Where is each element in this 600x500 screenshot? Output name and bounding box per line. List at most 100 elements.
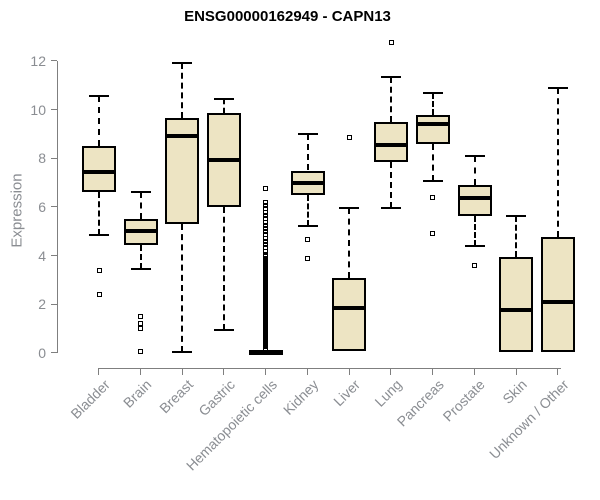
outlier-point <box>263 206 269 212</box>
lower-whisker-cap <box>130 268 151 271</box>
chart-title: ENSG00000162949 - CAPN13 <box>184 8 391 25</box>
median-line <box>374 142 409 147</box>
x-axis-tick <box>557 369 559 375</box>
median-line <box>207 157 242 162</box>
outlier-point <box>96 292 102 298</box>
median-line <box>332 305 367 310</box>
outlier-point <box>263 200 269 206</box>
outlier-point <box>263 203 269 209</box>
y-axis-line <box>57 61 58 353</box>
lower-whisker <box>98 192 100 235</box>
x-tick-label: Unknown / Other <box>486 376 572 462</box>
x-axis-tick <box>432 369 434 375</box>
y-tick-label: 8 <box>38 150 46 167</box>
box <box>82 146 116 193</box>
upper-whisker <box>431 92 434 115</box>
lower-whisker <box>139 244 142 270</box>
lower-whisker <box>473 215 476 246</box>
outlier-point <box>263 222 269 228</box>
outlier-point <box>263 242 269 248</box>
y-tick-label: 12 <box>30 53 46 69</box>
outlier-point <box>138 314 144 319</box>
x-axis-tick <box>306 369 308 375</box>
median-line <box>123 229 158 234</box>
y-tick-label: 10 <box>30 101 46 118</box>
outlier-point <box>138 321 144 327</box>
median-line <box>165 134 200 139</box>
upper-whisker <box>390 76 393 122</box>
x-tick-label: Prostate <box>440 376 489 425</box>
upper-whisker-cap <box>172 62 193 65</box>
upper-whisker <box>515 215 518 257</box>
x-tick-label: Liver <box>330 376 364 410</box>
outlier-point <box>263 229 269 235</box>
box <box>541 237 576 352</box>
box <box>499 256 534 352</box>
lower-whisker-cap <box>172 350 193 353</box>
x-axis-tick <box>515 369 517 375</box>
lower-whisker-cap <box>297 225 318 228</box>
y-axis-tick <box>51 108 57 110</box>
y-axis-tick <box>51 157 57 159</box>
x-tick-label: Skin <box>499 376 530 407</box>
upper-whisker <box>139 192 142 220</box>
x-axis-tick <box>265 369 267 375</box>
lower-whisker-cap <box>381 207 402 210</box>
x-axis-tick <box>98 369 100 375</box>
upper-whisker-cap <box>297 133 318 135</box>
y-tick-label: 6 <box>38 199 46 215</box>
outlier-point <box>263 239 269 245</box>
lower-whisker-cap <box>214 328 235 331</box>
x-tick-label: Breast <box>156 376 197 417</box>
x-tick-label: Bladder <box>67 376 113 422</box>
upper-whisker <box>181 63 184 119</box>
outlier-point <box>263 185 269 191</box>
y-tick-label: 4 <box>38 247 46 264</box>
upper-whisker-cap <box>339 207 360 210</box>
median-line <box>82 169 116 174</box>
outlier-point <box>138 349 144 355</box>
x-axis-tick <box>473 369 475 375</box>
upper-whisker-cap <box>214 97 235 100</box>
outlier-point <box>472 262 478 268</box>
outlier-point <box>263 216 269 222</box>
y-axis-tick <box>51 352 57 354</box>
y-axis-tick <box>51 60 57 62</box>
median-line <box>290 180 325 185</box>
outlier-point <box>263 209 269 215</box>
upper-whisker <box>306 134 309 171</box>
outlier-point <box>263 248 269 254</box>
upper-whisker <box>557 87 560 238</box>
x-axis-tick <box>223 369 225 375</box>
box <box>374 121 409 162</box>
upper-whisker-cap <box>89 95 109 98</box>
lower-whisker <box>223 207 226 330</box>
upper-whisker-cap <box>422 91 443 94</box>
outlier-point <box>263 245 269 251</box>
y-tick-label: 0 <box>38 345 46 361</box>
outlier-point <box>346 135 352 141</box>
x-axis-tick <box>139 369 141 375</box>
x-tick-label: Lung <box>371 376 405 410</box>
upper-whisker-cap <box>381 75 402 78</box>
upper-whisker <box>98 96 100 147</box>
outlier-point <box>263 213 269 219</box>
x-axis-tick <box>181 369 183 375</box>
y-axis-tick <box>51 254 57 256</box>
outlier-point <box>138 326 144 332</box>
outlier-point <box>263 232 269 238</box>
box <box>415 114 450 144</box>
y-axis-tick <box>51 206 57 208</box>
lower-whisker <box>390 161 393 209</box>
median-line <box>248 350 283 355</box>
x-tick-label: Kidney <box>279 376 322 418</box>
upper-whisker-cap <box>548 86 569 89</box>
y-tick-label: 2 <box>38 296 46 313</box>
upper-whisker <box>473 155 476 186</box>
y-axis-tick <box>51 303 57 305</box>
x-axis-tick <box>390 369 392 375</box>
median-line <box>457 196 492 201</box>
outlier-point <box>263 225 269 231</box>
